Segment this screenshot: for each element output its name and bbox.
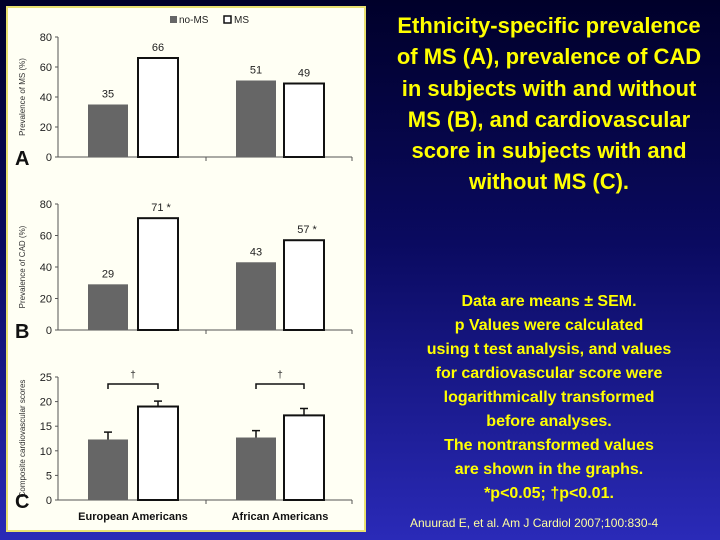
figure-charts: 0 20 40 60 80 Prevalence of MS (%) A 35 51 66 49 no… bbox=[15, 15, 353, 523]
y-axis-label: Prevalence of CAD (%) bbox=[18, 225, 27, 308]
y-tick-label: 40 bbox=[40, 262, 52, 274]
data-label: 51 bbox=[250, 65, 262, 77]
note-line: *p<0.05; †p<0.01. bbox=[484, 485, 614, 502]
data-label: 43 bbox=[250, 246, 262, 258]
note-line: are shown in the graphs. bbox=[454, 461, 644, 478]
bar-ms bbox=[137, 217, 179, 331]
bar-no-ms bbox=[88, 104, 128, 157]
citation: Anuurad E, et al. Am J Cardiol 2007;100:… bbox=[410, 516, 659, 530]
y-tick-label: 25 bbox=[40, 372, 52, 384]
y-axis-label: Composite cardiovascular scores bbox=[18, 380, 27, 498]
y-tick-label: 0 bbox=[46, 495, 52, 507]
data-label: 49 bbox=[298, 68, 310, 80]
y-axis-label: Prevalence of MS (%) bbox=[18, 58, 27, 136]
significance-marker: † bbox=[130, 370, 136, 381]
note-line: for cardiovascular score were bbox=[435, 365, 663, 382]
category-label: African Americans bbox=[232, 511, 329, 523]
data-label: 66 bbox=[152, 42, 164, 54]
legend-swatch-no-ms bbox=[170, 16, 177, 23]
bar-no-ms bbox=[236, 437, 276, 500]
panel-letter: B bbox=[15, 321, 29, 343]
bar-no-ms bbox=[88, 439, 128, 500]
note-line: before analyses. bbox=[486, 413, 612, 430]
note-line: The nontransformed values bbox=[444, 437, 654, 454]
bar-ms bbox=[283, 82, 325, 158]
y-tick-label: 5 bbox=[46, 470, 52, 482]
legend-label: MS bbox=[234, 15, 249, 26]
bar-no-ms bbox=[236, 80, 276, 157]
y-tick-label: 80 bbox=[40, 32, 52, 44]
legend-label: no-MS bbox=[179, 15, 209, 26]
bar-ms bbox=[137, 405, 179, 501]
y-tick-label: 60 bbox=[40, 231, 52, 243]
data-label: 71 * bbox=[151, 202, 171, 214]
significance-bracket bbox=[255, 383, 305, 389]
y-tick-label: 20 bbox=[40, 294, 52, 306]
bar-ms bbox=[283, 414, 325, 502]
note-line: Data are means ± SEM. bbox=[461, 293, 637, 310]
bar-ms bbox=[283, 239, 325, 332]
significance-marker: † bbox=[277, 370, 283, 381]
note-line: using t test analysis, and values bbox=[426, 341, 672, 358]
panel-letter: C bbox=[15, 491, 29, 513]
legend-swatch-ms bbox=[223, 15, 232, 24]
data-label: 35 bbox=[102, 89, 114, 101]
slide-notes: Data are means ± SEM. p Values were calc… bbox=[384, 290, 714, 506]
y-tick-label: 20 bbox=[40, 122, 52, 134]
y-tick-label: 15 bbox=[40, 421, 52, 433]
y-tick-label: 0 bbox=[46, 325, 52, 337]
note-line: p Values were calculated bbox=[454, 317, 644, 334]
y-tick-label: 20 bbox=[40, 397, 52, 409]
data-label: 57 * bbox=[297, 224, 317, 236]
significance-bracket bbox=[107, 383, 159, 389]
y-tick-label: 0 bbox=[46, 152, 52, 164]
y-tick-label: 10 bbox=[40, 446, 52, 458]
note-line: logarithmically transformed bbox=[443, 389, 655, 406]
y-tick-label: 60 bbox=[40, 62, 52, 74]
data-label: 29 bbox=[102, 268, 114, 280]
slide-title: Ethnicity-specific prevalence of MS (A),… bbox=[396, 13, 702, 195]
bar-ms bbox=[137, 57, 179, 158]
category-label: European Americans bbox=[78, 511, 188, 523]
bar-no-ms bbox=[88, 284, 128, 330]
y-tick-label: 40 bbox=[40, 92, 52, 104]
panel-letter: A bbox=[15, 148, 29, 170]
bar-no-ms bbox=[236, 262, 276, 330]
y-tick-label: 80 bbox=[40, 199, 52, 211]
